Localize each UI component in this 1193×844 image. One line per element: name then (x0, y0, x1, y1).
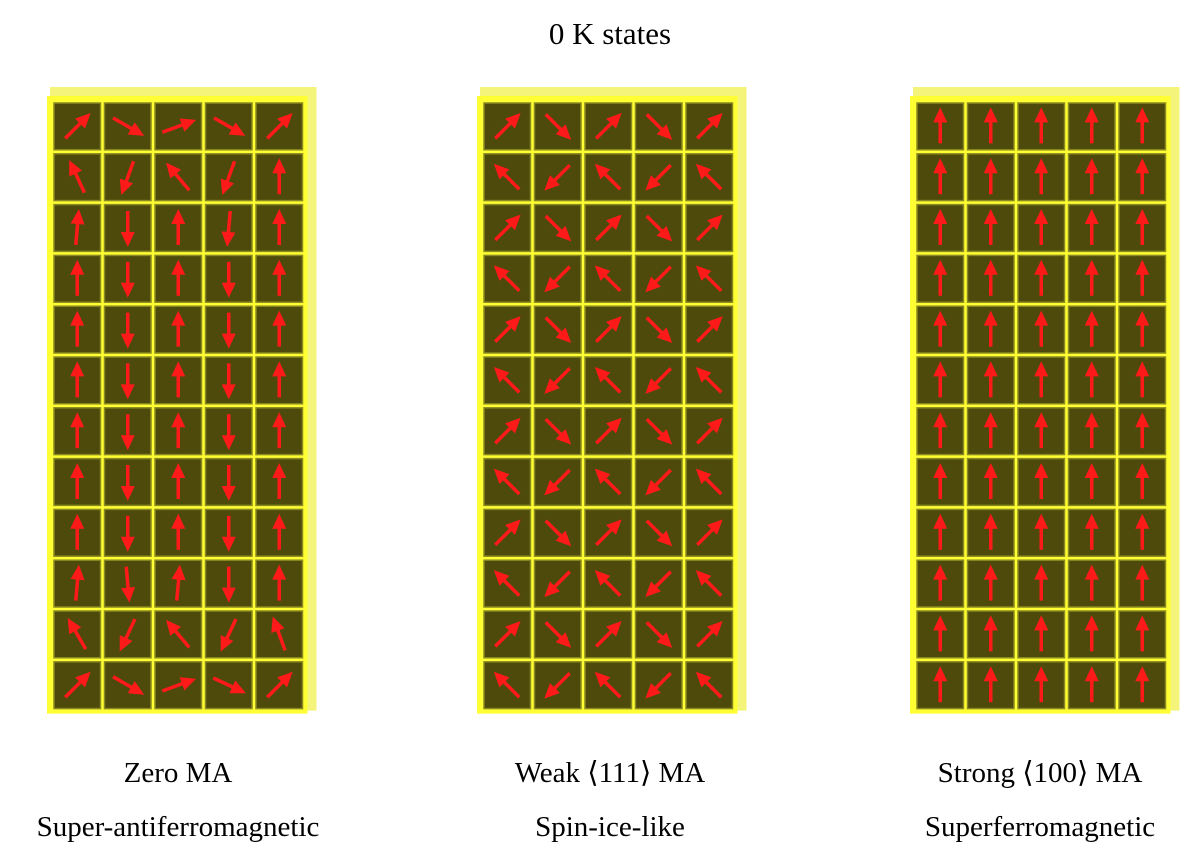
arrow-shaft (76, 578, 78, 601)
panel-label: Strong ⟨100⟩ MA (938, 757, 1143, 789)
panel-description: Superferromagnetic (925, 811, 1155, 843)
panel-description: Super-antiferromagnetic (37, 811, 320, 843)
arrow-shaft (126, 567, 128, 590)
panel-description: Spin-ice-like (535, 811, 685, 843)
arrow-shaft (228, 211, 230, 234)
spin-panel (910, 87, 1180, 714)
spin-panel (477, 87, 747, 714)
arrow-shaft (76, 222, 78, 245)
figure-title: 0 K states (549, 16, 671, 51)
spin-panel (47, 87, 317, 714)
panel-label: Weak ⟨111⟩ MA (515, 757, 706, 789)
figure: 0 K states Zero MA Super-antiferromagneti… (0, 0, 1193, 844)
arrow-shaft (177, 578, 179, 601)
panel-label: Zero MA (124, 757, 233, 789)
